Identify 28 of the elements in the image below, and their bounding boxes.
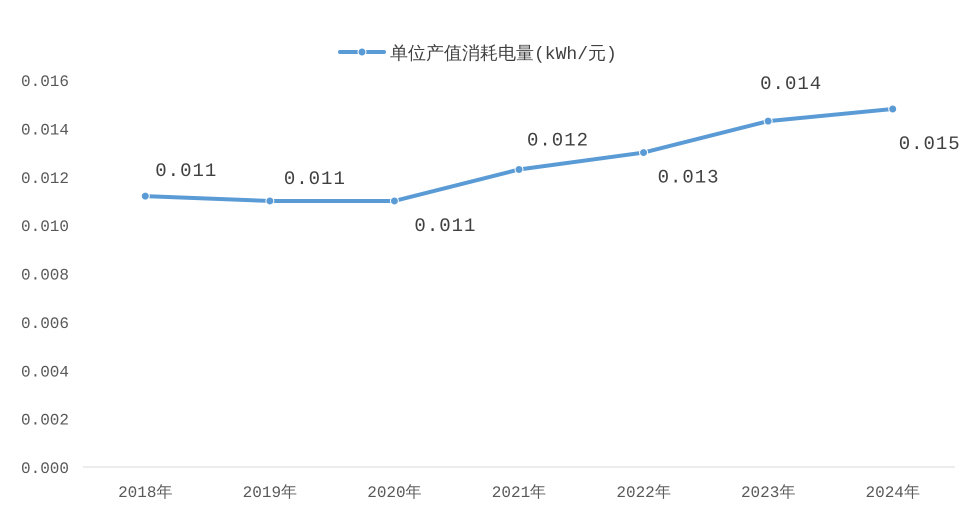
y-tick-label: 0.004	[20, 363, 69, 382]
y-tick-label: 0.012	[20, 170, 69, 188]
y-tick-label: 0.006	[20, 314, 69, 333]
data-label: 0.014	[760, 73, 822, 96]
data-label: 0.011	[414, 214, 476, 237]
data-label: 0.013	[658, 166, 720, 189]
point	[140, 192, 150, 201]
legend-label: 单位产值消耗电量(kWh/元)	[390, 43, 617, 65]
x-tick-label: 2018年	[118, 484, 172, 502]
y-tick-label: 0.014	[20, 121, 69, 140]
x-tick-label: 2020年	[367, 484, 422, 502]
legend: 单位产值消耗电量(kWh/元)	[338, 45, 617, 65]
y-tick-label: 0.010	[20, 218, 69, 236]
x-tick-label: 2023年	[740, 484, 796, 502]
point	[764, 116, 773, 126]
x-tick-label: 2021年	[492, 484, 546, 502]
point	[639, 148, 648, 158]
y-tick-label: 0.002	[20, 412, 69, 430]
y-tick-label: 0.008	[20, 266, 69, 284]
x-tick-label: 2024年	[866, 484, 920, 502]
x-tick-label: 2019年	[242, 484, 298, 502]
y-tick-label: 0.000	[20, 460, 69, 478]
data-label: 0.012	[527, 129, 590, 152]
data-label: 0.015	[898, 133, 961, 156]
y-tick-label: 0.016	[20, 73, 69, 91]
x-tick-label: 2022年	[616, 484, 671, 502]
data-label: 0.011	[155, 160, 218, 182]
data-label: 0.011	[284, 168, 346, 190]
